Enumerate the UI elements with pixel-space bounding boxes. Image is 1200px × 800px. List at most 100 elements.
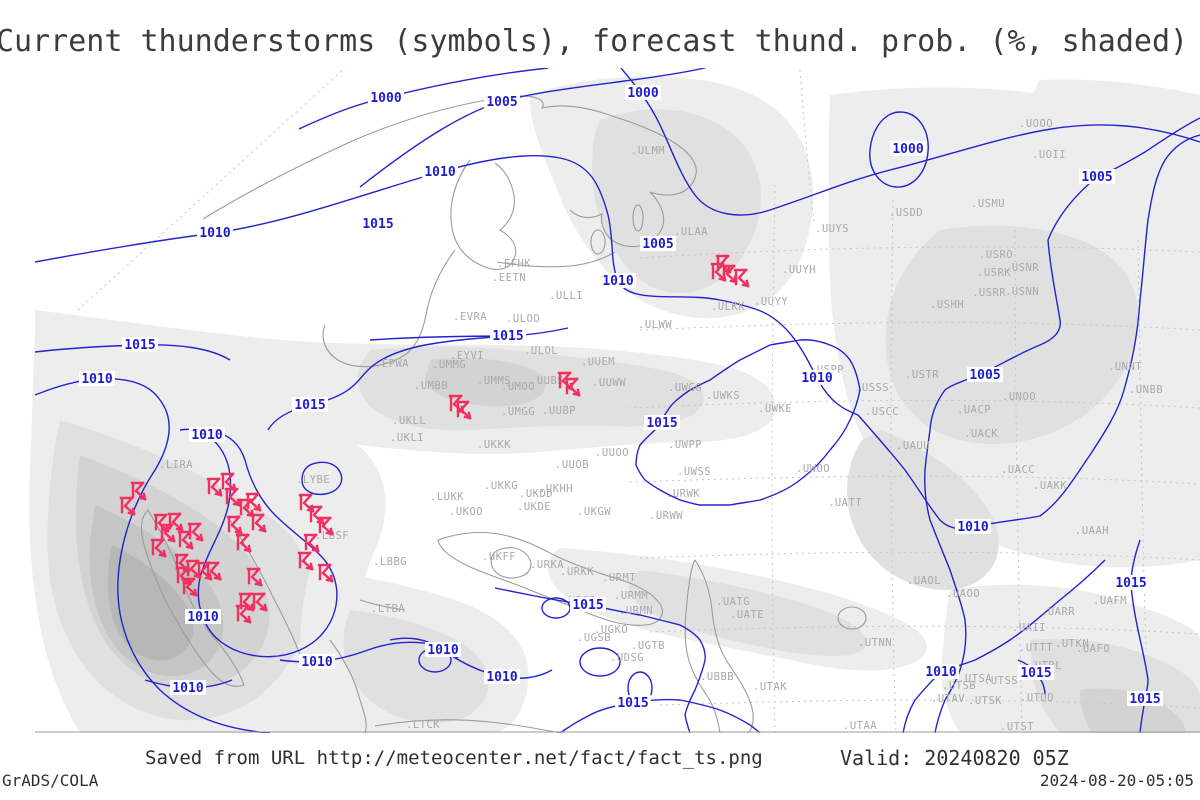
isobar-label-1010: 1010 [925, 665, 956, 680]
thunderstorm-symbol [130, 481, 147, 501]
valid-time-text: Valid: 20240820 05Z [840, 746, 1069, 770]
station-id-ULAA: .ULAA [674, 226, 708, 238]
isobar-label-1005: 1005 [969, 368, 1000, 383]
station-id-EYVI: .EYVI [450, 350, 484, 362]
isobar-label-chip [185, 609, 221, 624]
station-id-UKLL: .UKLL [392, 415, 426, 427]
isobar-label-1010: 1010 [602, 274, 633, 289]
thunderstorm-symbol [317, 563, 334, 583]
station-id-UUOB: .UUOB [555, 459, 589, 471]
station-id-UTTT: .UTTT [1019, 642, 1053, 654]
creation-timestamp: 2024-08-20-05:05 [1039, 771, 1194, 790]
thunderstorm-symbol [251, 592, 268, 612]
station-id-USRK: .USRK [977, 267, 1011, 279]
station-id-UUOO: .UUOO [595, 447, 629, 459]
station-id-UTNN: .UTNN [858, 637, 892, 649]
lat-lon-graticule [77, 67, 1200, 734]
thunderstorm-symbol [733, 268, 750, 288]
station-id-UKLI: .UKLI [390, 432, 424, 444]
weather-map: .ULMM .ULAA .EFHK .EETN .ULLI .ULKK .UUYY .UUYS… [0, 67, 1200, 734]
station-id-UACP: .UACP [957, 404, 991, 416]
station-id-UAOO: .UAOO [946, 588, 980, 600]
isobar-label-chip [490, 328, 526, 343]
station-id-EPWA: .EPWA [375, 358, 409, 370]
isobar-label-chip [1079, 169, 1115, 184]
thunderstorm-symbol [181, 577, 198, 597]
station-id-UATE: .UATE [730, 609, 764, 621]
station-id-USDD: .USDD [889, 207, 923, 219]
station-id-UTKN: .UTKN [1055, 638, 1089, 650]
station-id-UTSS: .UTSS [984, 675, 1018, 687]
isobar-label-1010: 1010 [172, 681, 203, 696]
isobar-label-1015: 1015 [492, 329, 523, 344]
isobar-label-1015: 1015 [646, 416, 677, 431]
station-id-ULMM: .ULMM [631, 145, 665, 157]
isobar-label-chip [170, 680, 206, 695]
thunderstorm-symbol [196, 561, 213, 581]
isobar-label-chip [570, 597, 606, 612]
thunderstorm-symbol [250, 513, 267, 533]
thunderstorm-symbol-layer [119, 254, 750, 624]
station-id-ULKK: .ULKK [711, 301, 745, 313]
thunderstorm-symbol [235, 533, 252, 553]
station-id-UWKE: .UWKE [758, 403, 792, 415]
station-id-LBBG: .LBBG [373, 556, 407, 568]
isobar-label-chip [425, 642, 461, 657]
isobar-label-chip [79, 371, 115, 386]
thunderstorm-symbol [455, 400, 472, 420]
station-id-UTAV: .UTAV [931, 693, 965, 705]
thunderstorm-symbol [167, 512, 184, 532]
isobar-label-1010: 1010 [191, 428, 222, 443]
thunderstorm-symbol [224, 487, 241, 507]
isobar-label-chip [799, 370, 835, 385]
thunderstorm-symbol [206, 477, 223, 497]
station-id-USSS: .USSS [855, 382, 889, 394]
isobar-label-chip [122, 337, 158, 352]
station-id-UGTB: .UGTB [631, 640, 665, 652]
station-id-ULOO: .ULOO [506, 313, 540, 325]
station-id-URWK: .URWK [666, 488, 700, 500]
isobar-label-chip [1018, 665, 1054, 680]
thunderstorm-symbol [205, 561, 222, 581]
station-id-ULLI: .ULLI [549, 290, 583, 302]
station-id-ULOL: .ULOL [524, 345, 558, 357]
station-id-UMMG: .UMMG [432, 359, 466, 371]
thunderstorm-symbol [721, 264, 738, 284]
isobar-label-chip [890, 141, 926, 156]
isobar-label-chip [600, 273, 636, 288]
thunderstorm-symbol [303, 533, 320, 553]
isobar-label-1000: 1000 [627, 86, 658, 101]
thunderstorm-symbol [159, 523, 176, 543]
station-id-UNBB: .UNBB [1129, 384, 1163, 396]
isobar-label-1015: 1015 [362, 217, 393, 232]
station-id-UMGG: .UMGG [501, 406, 535, 418]
station-id-LUKK: .LUKK [430, 491, 464, 503]
thunderstorm-symbol [317, 516, 334, 536]
thunderstorm-symbol [710, 262, 727, 282]
isobar-label-1015: 1015 [124, 338, 155, 353]
station-id-UTSB: .UTSB [942, 680, 976, 692]
station-id-USTR: .USTR [905, 369, 939, 381]
isobar-label-1015: 1015 [617, 696, 648, 711]
probability-shading [29, 76, 1200, 733]
station-id-ULWW: .ULWW [638, 319, 672, 331]
weather-map-canvas: .ULMM .ULAA .EFHK .EETN .ULLI .ULKK .UUYY .UUYS… [29, 67, 1200, 734]
isobar-label-chip [615, 695, 651, 710]
isobar-label-1000: 1000 [892, 142, 923, 157]
thunderstorm-symbol [226, 515, 243, 535]
station-id-UAFM: .UAFM [1093, 595, 1127, 607]
station-id-UAAH: .UAAH [1075, 525, 1109, 537]
saved-from-url-text: Saved from URL http://meteocenter.net/fa… [145, 747, 763, 769]
station-id-UWSS: .UWSS [677, 466, 711, 478]
thunderstorm-symbol [187, 522, 204, 542]
isobar-label-1010: 1010 [301, 655, 332, 670]
station-id-UTAK: .UTAK [753, 681, 787, 693]
isobar-label-chip [368, 90, 404, 105]
station-id-UAFO: .UAFO [1076, 643, 1110, 655]
station-id-UTST: .UTST [1000, 721, 1034, 733]
isobar-label-chip [967, 367, 1003, 382]
isobar-label-chip [955, 519, 991, 534]
station-id-UWGG: .UWGG [668, 382, 702, 394]
station-id-USNR: .USNR [1005, 262, 1039, 274]
station-id-UKKK: .UKKK [477, 439, 511, 451]
